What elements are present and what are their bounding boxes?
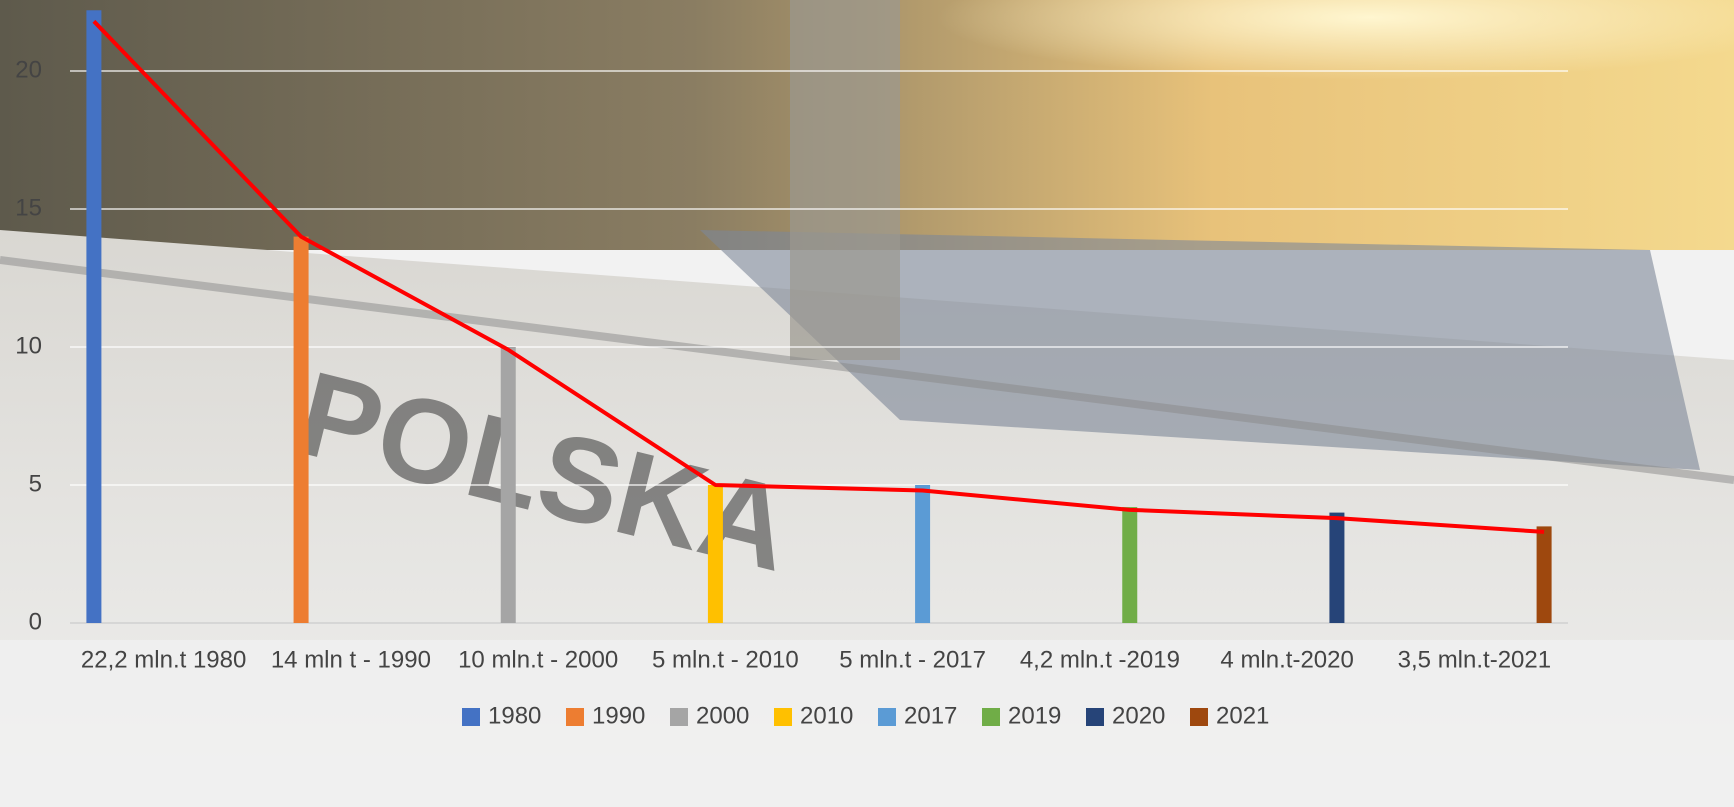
y-tick-label: 20	[15, 56, 42, 83]
legend-swatch	[670, 708, 688, 726]
x-tick-label: 14 mln t - 1990	[271, 646, 431, 673]
background: POLSKA	[0, 0, 1734, 807]
legend-swatch	[462, 708, 480, 726]
legend-label: 2019	[1008, 702, 1061, 729]
bar	[1122, 507, 1137, 623]
bar	[501, 347, 516, 623]
bar	[1537, 526, 1552, 623]
legend-label: 2021	[1216, 702, 1269, 729]
bar	[915, 485, 930, 623]
legend-label: 1980	[488, 702, 541, 729]
legend-label: 2020	[1112, 702, 1165, 729]
legend-label: 2010	[800, 702, 853, 729]
chart: POLSKA 0 5 10 15 20 22,2 mln.t 1980 14 mln t -…	[0, 0, 1734, 807]
legend-label: 1990	[592, 702, 645, 729]
x-tick-label: 3,5 mln.t-2021	[1398, 646, 1551, 673]
legend-label: 2017	[904, 702, 957, 729]
x-tick-label: 5 mln.t - 2017	[839, 646, 986, 673]
y-tick-label: 0	[29, 608, 42, 635]
bar	[86, 10, 101, 623]
x-tick-label: 4 mln.t-2020	[1220, 646, 1353, 673]
y-tick-label: 10	[15, 332, 42, 359]
x-tick-label: 5 mln.t - 2010	[652, 646, 799, 673]
legend-swatch	[1190, 708, 1208, 726]
y-tick-label: 5	[29, 470, 42, 497]
legend-label: 2000	[696, 702, 749, 729]
x-tick-label: 10 mln.t - 2000	[458, 646, 618, 673]
legend-swatch	[982, 708, 1000, 726]
x-tick-label: 4,2 mln.t -2019	[1020, 646, 1180, 673]
x-tick-label: 22,2 mln.t 1980	[81, 646, 246, 673]
bar	[1329, 513, 1344, 623]
y-tick-label: 15	[15, 194, 42, 221]
legend-swatch	[878, 708, 896, 726]
legend-swatch	[774, 708, 792, 726]
bar	[294, 237, 309, 623]
legend-swatch	[566, 708, 584, 726]
legend-swatch	[1086, 708, 1104, 726]
bar	[708, 485, 723, 623]
